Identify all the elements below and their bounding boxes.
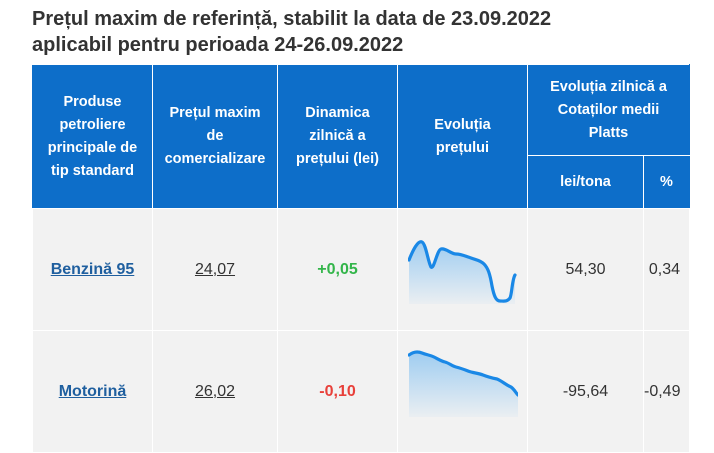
product-cell: Benzină 95 <box>32 208 153 331</box>
header-unit-lei-tona: lei/tona <box>527 155 644 209</box>
price-cell: 26,02 <box>152 330 278 453</box>
header-price-evolution: Evoluția prețului <box>397 64 528 209</box>
header-unit-percent: % <box>643 155 690 209</box>
table-row: Benzină 95 24,07 +0,05 <box>32 208 690 331</box>
evolution-cell <box>397 208 528 331</box>
price-cell: 24,07 <box>152 208 278 331</box>
platts-lei-tona-cell: -95,64 <box>527 330 644 453</box>
price-change-value: +0,05 <box>317 260 358 278</box>
evolution-cell <box>397 330 528 453</box>
fuel-price-table: Produse petroliere principale de tip sta… <box>32 64 690 453</box>
title-line-2: aplicabil pentru perioada 24-26.09.2022 <box>32 34 404 56</box>
header-max-price: Prețul maxim de comercializare <box>152 64 278 209</box>
change-cell: -0,10 <box>277 330 398 453</box>
price-link[interactable]: 26,02 <box>194 382 236 400</box>
platts-percent-value: -0,49 <box>644 382 681 400</box>
platts-lei-tona-cell: 54,30 <box>527 208 644 331</box>
price-change-value: -0,10 <box>319 382 356 400</box>
page-title: Prețul maxim de referință, stabilit la d… <box>32 6 702 58</box>
table-row: Motorină 26,02 -0,10 <box>32 330 690 453</box>
price-evolution-sparkline <box>407 239 517 304</box>
platts-lei-tona-value: -95,64 <box>562 382 609 400</box>
title-line-1: Prețul maxim de referință, stabilit la d… <box>32 8 552 30</box>
header-daily-dynamics: Dinamica zilnică a prețului (lei) <box>277 64 398 209</box>
product-link-benzina-95[interactable]: Benzină 95 <box>50 260 135 278</box>
platts-percent-value: 0,34 <box>648 260 680 278</box>
platts-lei-tona-value: 54,30 <box>565 260 606 278</box>
product-cell: Motorină <box>32 330 153 453</box>
header-product: Produse petroliere principale de tip sta… <box>32 64 153 209</box>
platts-percent-cell: -0,49 <box>643 330 690 453</box>
price-evolution-sparkline <box>407 350 518 417</box>
product-link-motorina[interactable]: Motorină <box>58 382 127 400</box>
price-link[interactable]: 24,07 <box>194 260 236 278</box>
change-cell: +0,05 <box>277 208 398 331</box>
platts-percent-cell: 0,34 <box>643 208 690 331</box>
header-platts-evolution: Evoluția zilnică a Cotaților medii Platt… <box>527 64 690 156</box>
